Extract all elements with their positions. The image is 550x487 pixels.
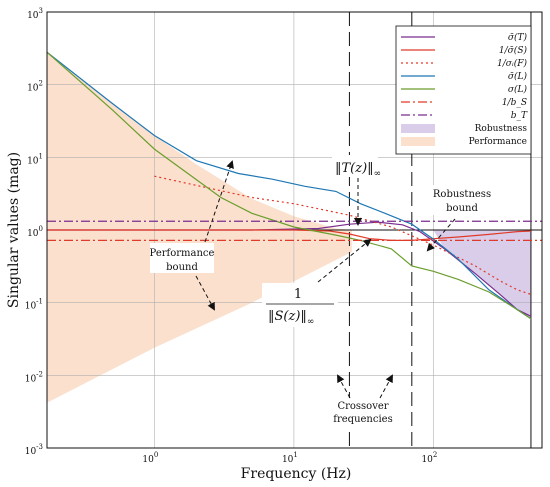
crossover-label-1: Crossover xyxy=(337,401,388,412)
legend-label: Performance xyxy=(469,137,527,147)
y-tick-label: 10-1 xyxy=(25,298,43,312)
data-series xyxy=(47,12,542,448)
axis-ticks: 100 101 102 10-3 10-2 10-1 100 101 102 103 xyxy=(25,7,438,465)
inv-norm-s-numerator: 1 xyxy=(294,287,302,302)
arrow-performance-up xyxy=(204,160,234,243)
region-robustness xyxy=(433,230,531,319)
region-performance xyxy=(47,52,352,403)
crossover-label-2: frequencies xyxy=(333,414,392,425)
arrow-performance-down xyxy=(195,275,215,311)
legend-label: σ̄(L) xyxy=(508,71,528,82)
robustness-bound-label-2: bound xyxy=(446,203,478,214)
y-tick-label: 102 xyxy=(27,80,43,94)
y-tick-label: 101 xyxy=(27,152,43,166)
series-line-2 xyxy=(47,229,532,241)
y-tick-label: 10-2 xyxy=(25,370,43,384)
y-axis-label: Singular values (mag) xyxy=(6,152,22,308)
inv-norm-s-denominator: ‖S(z)‖∞ xyxy=(268,309,314,327)
performance-bound-label-1: Performance xyxy=(150,248,215,259)
x-axis-label: Frequency (Hz) xyxy=(241,466,352,482)
y-tick-label: 10-3 xyxy=(25,443,43,457)
annotations: ‖T(z)‖∞ Robustness bound Performance bou… xyxy=(150,155,495,426)
x-tick-label: 101 xyxy=(282,451,298,465)
plot-frame xyxy=(46,11,543,449)
inv-norm-s-label-bg xyxy=(262,283,338,327)
legend-label: 1/σ̄(S) xyxy=(499,45,528,56)
legend-label: 1/b_S xyxy=(502,98,527,108)
legend-label: 1/σᵢ(F) xyxy=(497,58,527,69)
legend-label: σ(L) xyxy=(508,84,528,95)
legend-swatch xyxy=(401,137,435,146)
performance-bound-label-bg xyxy=(150,243,214,273)
norm-t-label-bg xyxy=(332,155,378,177)
series-line-1 xyxy=(47,221,532,317)
crossover-label-bg xyxy=(330,398,396,426)
norm-t-label: ‖T(z)‖∞ xyxy=(335,161,381,179)
x-tick-label: 102 xyxy=(421,451,437,465)
arrow-crossover-right xyxy=(379,374,393,399)
series-line-4 xyxy=(47,51,532,320)
arrow-crossover-left xyxy=(337,374,351,399)
legend: σ̄(T) 1/σ̄(S) 1/σᵢ(F) σ̄(L) σ(L) 1/b_S b_T Robu… xyxy=(395,25,532,155)
legend-label: σ̄(T) xyxy=(508,32,528,43)
robustness-bound-label-bg xyxy=(430,185,495,215)
legend-swatch xyxy=(401,124,435,133)
y-tick-label: 100 xyxy=(27,225,43,239)
legend-items: σ̄(T) 1/σ̄(S) 1/σᵢ(F) σ̄(L) σ(L) 1/b_S b_T Robu… xyxy=(401,32,528,147)
legend-label: Robustness xyxy=(475,124,528,134)
y-tick-label: 103 xyxy=(27,7,43,21)
shaded-regions xyxy=(47,52,531,403)
performance-bound-label-2: bound xyxy=(166,262,198,273)
robustness-bound-label-1: Robustness xyxy=(433,189,491,200)
legend-label: b_T xyxy=(511,111,528,121)
x-tick-label: 100 xyxy=(142,451,158,465)
series-line-3 xyxy=(154,175,532,295)
